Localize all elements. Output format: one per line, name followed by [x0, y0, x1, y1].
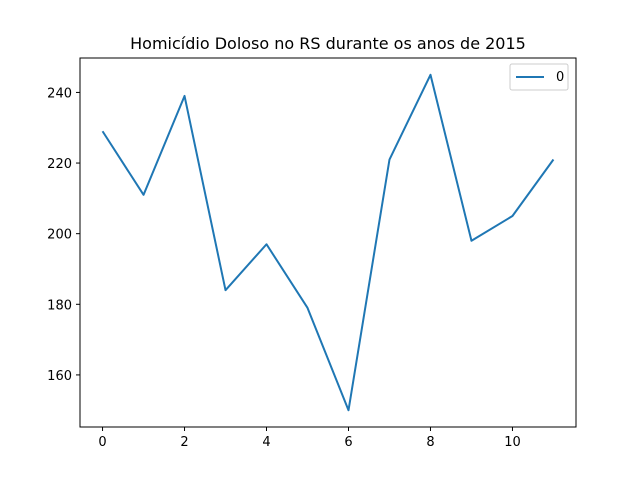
legend-label: 0	[556, 70, 564, 85]
y-tick-label: 220	[47, 157, 72, 172]
axes-frame	[79, 57, 577, 428]
y-tick-label: 160	[47, 369, 72, 384]
x-tick-label: 10	[504, 435, 521, 450]
x-axis: 0 2 4 6 8 10	[98, 427, 521, 450]
legend: 0	[509, 63, 569, 91]
y-tick-label: 200	[47, 228, 72, 243]
x-tick-label: 2	[180, 435, 188, 450]
y-tick-label: 180	[47, 298, 72, 313]
x-tick-label: 0	[98, 435, 106, 450]
chart-title: Homicídio Doloso no RS durante os anos d…	[130, 34, 526, 53]
x-tick-label: 6	[344, 435, 352, 450]
x-tick-label: 4	[262, 435, 270, 450]
series-line-0	[101, 73, 555, 412]
y-axis: 160 180 200 220 240	[47, 86, 80, 384]
plot-area	[79, 57, 577, 428]
x-tick-label: 8	[426, 435, 434, 450]
y-tick-label: 240	[47, 86, 72, 101]
